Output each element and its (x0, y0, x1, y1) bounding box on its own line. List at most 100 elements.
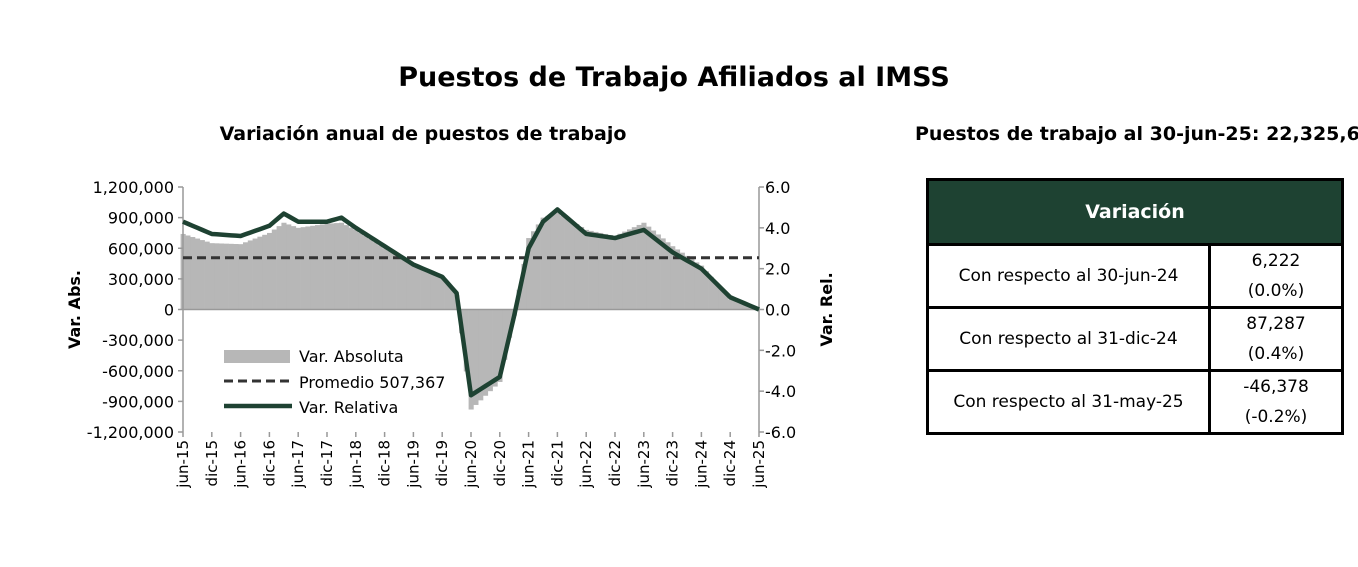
bar (209, 243, 215, 310)
left-tick-label: -1,200,000 (87, 423, 174, 442)
bar (190, 237, 196, 310)
bar (439, 275, 445, 310)
row-label: Con respecto al 31-dic-24 (926, 306, 1211, 372)
bars-group (180, 212, 762, 410)
x-tick-label: dic-17 (318, 440, 336, 486)
bar (329, 223, 335, 310)
left-tick-label: -900,000 (102, 392, 174, 411)
bar (334, 223, 340, 310)
row-label: Con respecto al 30-jun-24 (926, 243, 1211, 309)
bar (243, 242, 249, 310)
bar (204, 241, 210, 310)
bar (415, 265, 421, 310)
bar (660, 238, 666, 310)
bar (411, 263, 417, 310)
right-tick-label: -2.0 (765, 341, 796, 360)
bar (396, 255, 402, 310)
ticks-group: 1,200,000 900,000 600,000 300,000 0 -300,000 -… (87, 178, 796, 489)
bar (497, 309, 503, 382)
x-tick-label: jun-18 (347, 440, 365, 489)
relative-variation-line (182, 207, 760, 398)
row-value: 87,287 (0.4%) (1208, 306, 1344, 372)
bar (401, 258, 407, 310)
bar (636, 224, 642, 310)
bar (468, 309, 474, 410)
x-tick-label: dic-20 (491, 440, 509, 486)
bar (507, 309, 513, 338)
bar (675, 249, 681, 310)
bar (449, 288, 455, 310)
bar (593, 231, 599, 310)
bar (535, 224, 541, 310)
bar (295, 227, 301, 310)
bar (228, 243, 234, 310)
bar (315, 225, 321, 310)
bar (583, 229, 589, 310)
row-value: -46,378 (-0.2%) (1208, 369, 1344, 435)
row-label: Con respecto al 31-may-25 (926, 369, 1211, 435)
bar (324, 223, 330, 310)
bar (233, 243, 239, 310)
bar (286, 224, 292, 310)
bar (372, 242, 378, 310)
bar (622, 231, 628, 310)
left-tick-label: -300,000 (102, 331, 174, 350)
row-abs-value: -46,378 (1243, 377, 1309, 397)
bar (195, 238, 201, 310)
right-tick-label: 0.0 (765, 301, 790, 320)
bar (617, 233, 623, 310)
x-tick-label: jun-22 (577, 440, 595, 489)
bar (540, 217, 546, 310)
row-pct-value: (-0.2%) (1244, 407, 1308, 427)
legend-swatch-bars (224, 350, 290, 363)
x-tick-label: jun-25 (750, 440, 768, 489)
bar (262, 234, 268, 310)
table-header-row: Variación (926, 178, 1344, 246)
bar (267, 232, 273, 310)
bar (487, 309, 493, 392)
left-tick-label: 600,000 (108, 239, 174, 258)
x-tick-label: jun-16 (232, 440, 250, 489)
row-value: 6,222 (0.0%) (1208, 243, 1344, 309)
x-tick-label: jun-15 (174, 440, 192, 489)
left-tick-label: 0 (164, 301, 174, 320)
bar (463, 309, 469, 372)
bar (391, 253, 397, 310)
bar (214, 243, 220, 310)
bar (353, 229, 359, 310)
bar (247, 240, 253, 310)
bar (199, 240, 205, 310)
x-tick-label: dic-21 (548, 440, 566, 486)
bar (641, 222, 647, 310)
bar (430, 271, 436, 310)
left-tick-label: 300,000 (108, 270, 174, 289)
table-row: Con respecto al 31-dic-24 87,287 (0.4%) (926, 306, 1344, 372)
bar (310, 225, 316, 310)
x-tick-label: jun-17 (289, 440, 307, 489)
bar (694, 262, 700, 310)
bar (689, 259, 695, 310)
bar (363, 236, 369, 310)
legend-label-absolute: Var. Absoluta (299, 347, 404, 366)
row-abs-value: 6,222 (1251, 251, 1301, 271)
x-tick-label: jun-20 (462, 440, 480, 489)
legend-label-average: Promedio 507,367 (299, 373, 445, 392)
bar (569, 221, 575, 310)
bar (339, 222, 345, 310)
x-tick-label: dic-18 (376, 440, 394, 486)
bar (607, 234, 613, 310)
bar (478, 309, 484, 401)
bar (425, 269, 431, 310)
bar (223, 243, 229, 310)
bar (545, 215, 551, 310)
bar (252, 238, 258, 310)
bar (603, 233, 609, 310)
bar (291, 226, 297, 310)
left-axis-label: Var. Abs. (65, 270, 84, 349)
bar (420, 267, 426, 310)
bar (718, 288, 724, 310)
bar (406, 261, 412, 310)
bar (257, 236, 263, 310)
x-tick-label: jun-21 (520, 440, 538, 489)
bar (665, 242, 671, 310)
